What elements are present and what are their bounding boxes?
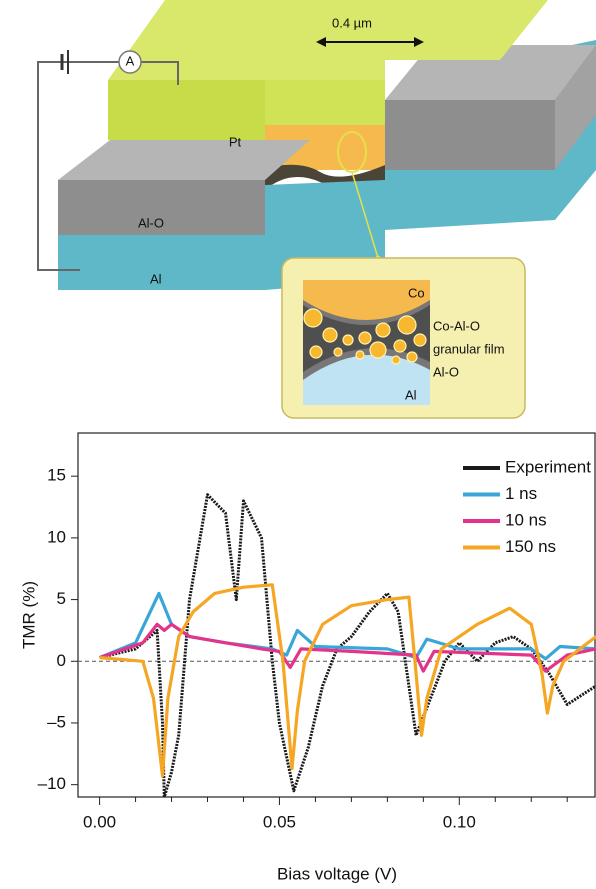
figure: A 0.4 µm Pt Al-O Al Co Co-Al-O granular … [0,0,596,889]
x-tick-label: 0.10 [443,812,476,831]
inset-alo-label: Al-O [433,364,459,379]
pt-label: Pt [229,134,242,149]
y-tick-label: 10 [47,527,66,546]
x-tick-label: 0.00 [83,812,116,831]
series-line [100,585,596,776]
y-tick-label: 5 [57,589,66,608]
ammeter-label: A [126,53,135,68]
legend-label: 150 ns [505,537,556,556]
inset-coalo-label: Co-Al-O [433,318,480,333]
al-label: Al [150,271,162,286]
chart: TMR (%) Bias voltage (V) 15 10 5 0 –5 –10 0.00… [19,433,596,883]
alo-label: Al-O [138,215,164,230]
y-tick-label: –5 [47,712,66,731]
pt-bridge [265,80,385,125]
inset-al-label: Al [405,387,417,402]
legend-label: Experiment [505,457,591,476]
device-diagram: A 0.4 µm Pt Al-O Al Co Co-Al-O granular … [38,0,596,418]
inset-granular-label: granular film [433,341,505,356]
inset-co-label: Co [408,285,425,300]
y-tick-label: –10 [38,774,66,793]
x-axis-label: Bias voltage (V) [277,864,397,883]
x-tick-label: 0.05 [263,812,296,831]
y-tick-label: 0 [57,651,66,670]
gray-front-right [385,100,555,170]
pt-front [108,80,265,140]
y-tick-label: 15 [47,466,66,485]
scale-label: 0.4 µm [332,15,372,30]
y-axis-label: TMR (%) [19,581,38,649]
legend-label: 1 ns [505,484,537,503]
legend-label: 10 ns [505,510,547,529]
